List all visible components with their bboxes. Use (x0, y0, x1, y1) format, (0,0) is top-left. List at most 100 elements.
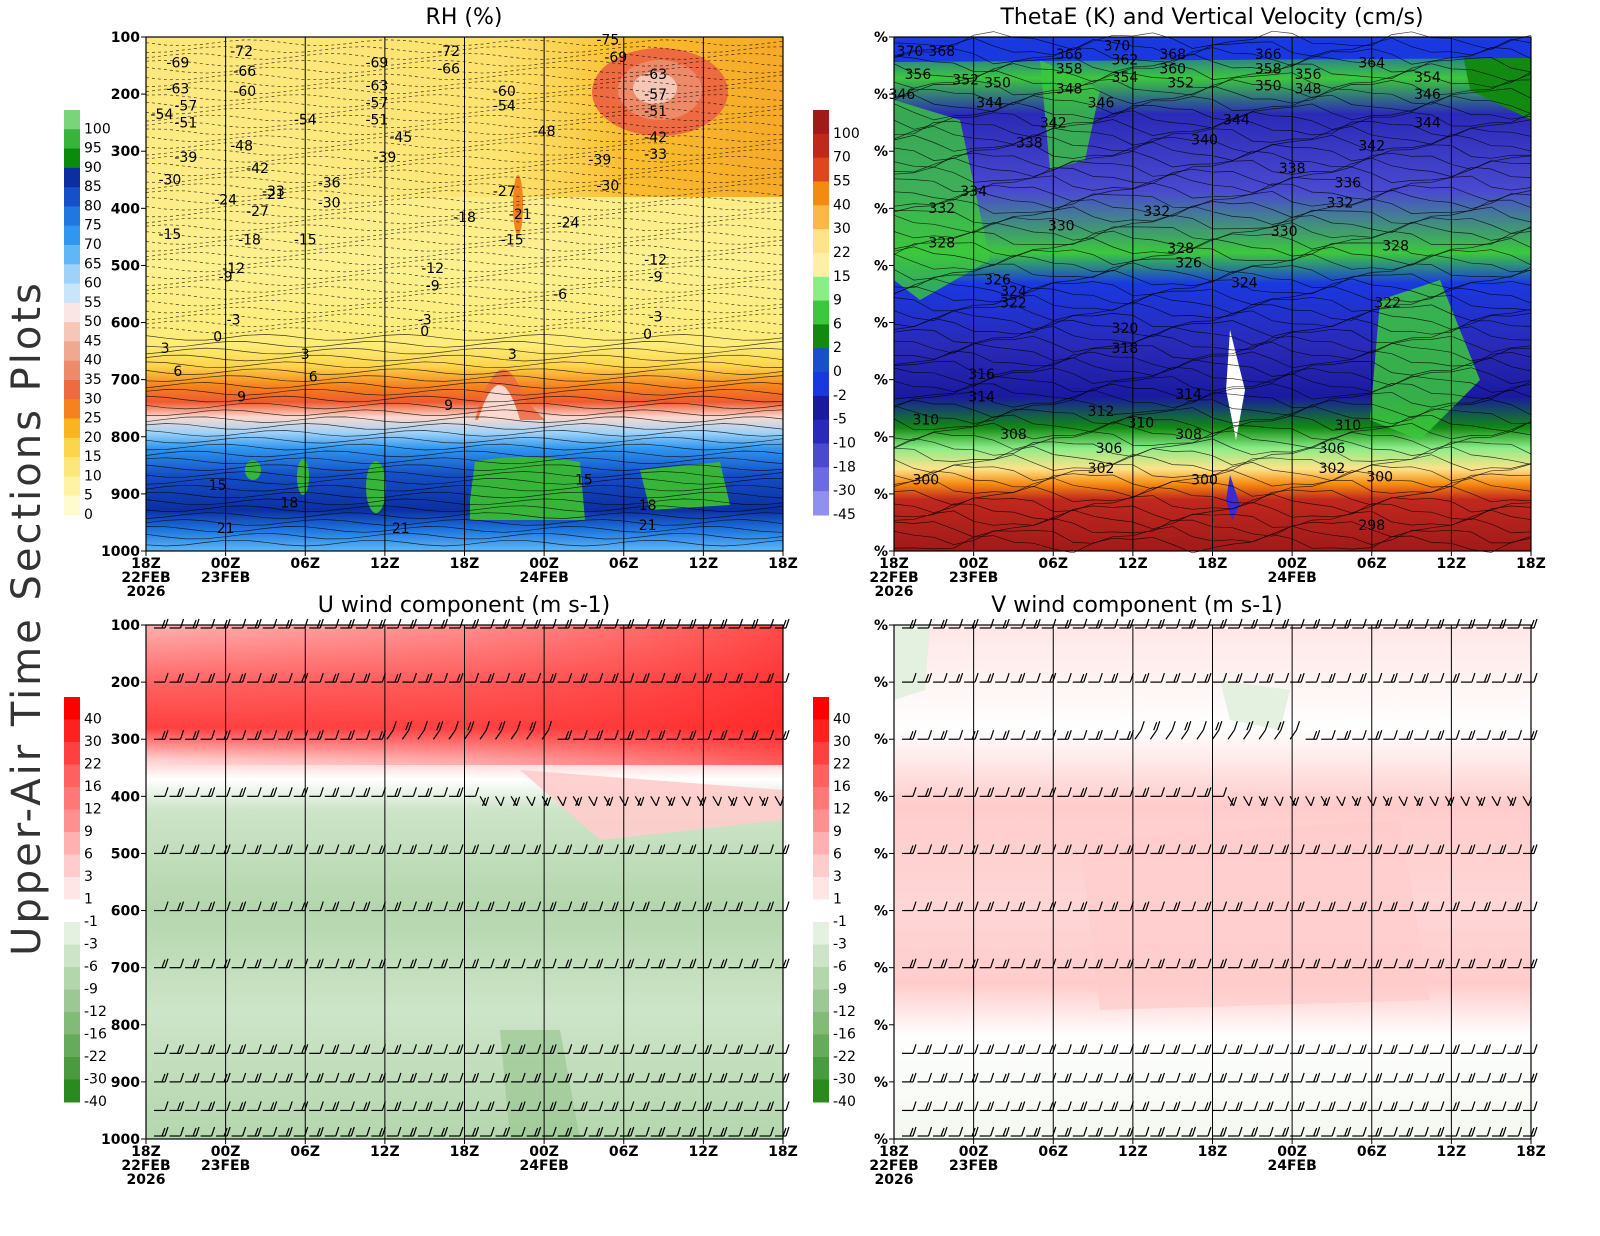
wind-barb-flag (288, 844, 293, 854)
wind-barb-flag (583, 1101, 588, 1111)
wind-barb-flag (409, 1127, 414, 1137)
wind-barb-flag (1486, 901, 1491, 911)
wind-barb-flag (1354, 797, 1359, 807)
wind-barb-flag (1359, 673, 1364, 683)
wind-barb-flag (661, 1126, 666, 1137)
wind-barb-flag (754, 1072, 759, 1083)
wind-barb-flag (1269, 1072, 1274, 1083)
wind-barb-flag (707, 844, 712, 854)
wind-barb-flag (1250, 1073, 1256, 1083)
wind-barb-flag (1514, 1102, 1520, 1111)
wind-barb-flag (319, 787, 324, 797)
wind-barb-flag (1517, 1126, 1523, 1137)
colorbar-swatch (64, 1034, 80, 1058)
wind-barb-flag (1409, 1044, 1414, 1054)
wind-barb-flag (959, 1044, 964, 1054)
wind-barb-flag (552, 618, 557, 629)
wind-barb-flag (596, 1127, 601, 1137)
wind-barb-flag (1215, 722, 1220, 731)
wind-barb-flag (1160, 958, 1165, 968)
wind-barb-flag (1176, 958, 1181, 968)
contour-line (893, 79, 1532, 99)
wind-barb-flag (990, 1126, 995, 1137)
contour-label: -63 (166, 81, 189, 97)
wind-barb-flag (1440, 1044, 1445, 1054)
wind-barb-flag (1328, 673, 1333, 683)
wind-barb-flag (226, 1072, 231, 1083)
wind-barb-flag (1424, 672, 1429, 683)
contour-label: 354 (1112, 70, 1139, 86)
wind-barb-flag (1176, 672, 1181, 683)
colorbar-label: 9 (833, 293, 842, 309)
contour-line (893, 470, 1532, 490)
wind-barb-flag (1098, 844, 1103, 854)
wind-barb-flag (704, 902, 709, 911)
wind-barb-flag (428, 958, 433, 968)
wind-barb-flag (1202, 721, 1207, 731)
contour-line (893, 110, 1532, 130)
wind-barb-flag (1021, 1101, 1026, 1111)
wind-barb-flag (676, 1072, 681, 1083)
wind-barb-flag (940, 1127, 945, 1137)
colorbar-label: 5 (84, 488, 93, 504)
wind-barb-flag (751, 959, 756, 968)
wind-barb-flag (195, 844, 200, 854)
wind-barb-flag (974, 730, 979, 740)
wind-barb-flag (1406, 731, 1411, 740)
wind-barb-flag (785, 1072, 790, 1083)
wind-barb-flag (707, 901, 712, 911)
wind-barb-flag (459, 672, 464, 683)
wind-barb-flag (381, 844, 386, 854)
wind-barb-flag (211, 730, 216, 740)
wind-barb-flag (1005, 1044, 1010, 1054)
colorbar-swatch (813, 989, 829, 1013)
colorbar-swatch (813, 348, 829, 373)
wind-barb-flag (164, 1126, 169, 1137)
wind-barb-flag (1235, 673, 1240, 683)
wind-barb-flag (565, 1127, 570, 1137)
contour-line (145, 409, 784, 416)
wind-barb-flag (1300, 901, 1305, 911)
wind-barb-flag (316, 731, 321, 740)
wind-barb-shaft (774, 796, 782, 807)
wind-barb-flag (990, 1072, 995, 1083)
contour-label: 18 (639, 498, 657, 514)
colorbar-swatch (813, 967, 829, 990)
wind-barb-flag (990, 787, 995, 797)
wind-barb-flag (1222, 672, 1228, 683)
wind-barb-flag (990, 844, 995, 854)
wind-barb-flag (467, 722, 472, 731)
contour-label: 21 (639, 518, 657, 534)
wind-barb-flag (1297, 1102, 1302, 1111)
wind-barb-flag (912, 1044, 917, 1054)
u-wind-panel: U wind component (m s-1) 18Z22FEB00Z23FE… (64, 593, 798, 1188)
y-tick-label: % (874, 144, 888, 160)
contour-line (893, 477, 1532, 498)
contour-line (145, 526, 784, 533)
x-tick-label: 06Z (1357, 1144, 1387, 1160)
wind-barb-flag (1021, 1126, 1026, 1137)
wind-barb-flag (1486, 844, 1491, 854)
wind-barb-flag (179, 844, 185, 854)
contour-label: 330 (1048, 218, 1075, 234)
wind-barb-flag (223, 845, 228, 854)
contour-label: 346 (1088, 96, 1115, 112)
colorbar-label: 75 (84, 218, 102, 234)
wind-barb-flag (1331, 901, 1336, 911)
contour-label: 312 (1088, 404, 1115, 420)
colorbar-label: 100 (833, 126, 860, 142)
wind-barb-flag (1157, 1127, 1162, 1137)
wind-barb-flag (676, 844, 681, 854)
contour-line (145, 251, 784, 259)
wind-barb-flag (1486, 730, 1491, 740)
x-date-label: 23FEB (949, 1158, 998, 1174)
wind-barb-flag (335, 1101, 340, 1111)
wind-barb-shaft (665, 796, 673, 807)
wind-barb-flag (1238, 844, 1243, 854)
thetae-white-streak (1226, 330, 1245, 440)
wind-barb-flag (397, 958, 402, 968)
wind-barb-shaft (510, 729, 518, 740)
colorbar-swatch (64, 360, 80, 381)
wind-barb-flag (1005, 1126, 1010, 1137)
wind-barb-flag (1378, 618, 1383, 629)
